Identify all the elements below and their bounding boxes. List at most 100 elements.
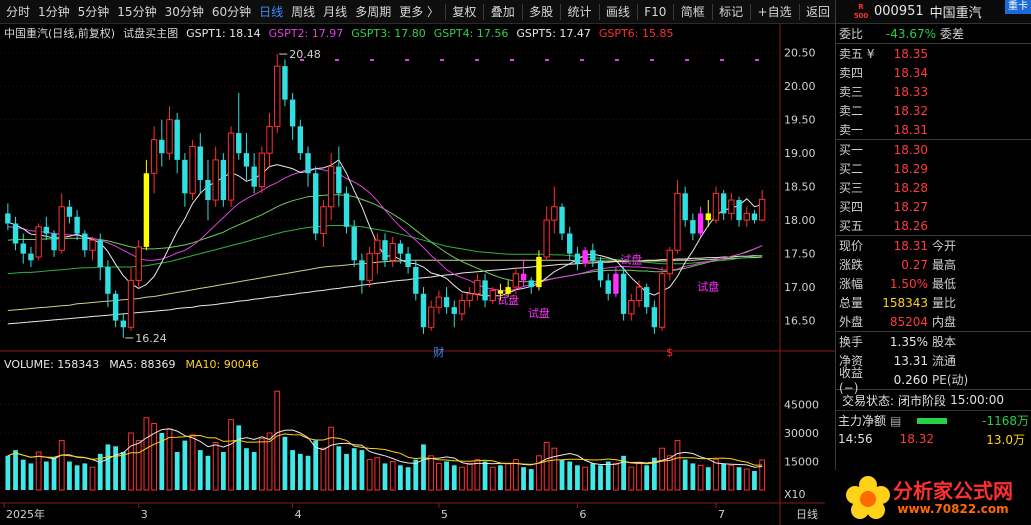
tool-button[interactable]: 统计 — [567, 4, 592, 19]
volume-unit-label: X10 — [784, 488, 806, 501]
bid-row[interactable]: 买一 18.30 — [836, 140, 1031, 159]
ask-row[interactable]: 卖一 18.31 — [836, 120, 1031, 139]
period-tab[interactable]: 周线 — [291, 4, 316, 19]
candle-body — [605, 280, 611, 294]
period-tab[interactable]: 30分钟 — [164, 4, 204, 19]
candle-body — [551, 206, 558, 221]
period-tab[interactable]: 5分钟 — [77, 4, 110, 19]
volume-bar — [512, 459, 519, 491]
tool-button[interactable]: 标记 — [719, 4, 744, 19]
status-label: 交易状态: — [842, 393, 895, 408]
period-tab[interactable]: 分时 — [6, 4, 31, 19]
candle-body — [712, 192, 720, 221]
period-tab[interactable]: 日线 — [259, 4, 284, 19]
divider — [836, 235, 1031, 236]
price-tick-label: 20.00 — [784, 80, 816, 93]
volume-bar — [135, 440, 142, 491]
volume-bar — [89, 466, 96, 491]
rating-badge: R 500 — [850, 1, 872, 23]
period-tab[interactable]: 多周期 — [355, 4, 392, 19]
volume-bar — [605, 461, 611, 490]
gspt-value: GSPT4: 17.56 — [434, 27, 509, 40]
volume-bar — [359, 450, 365, 490]
volume-tick-label: 45000 — [784, 399, 819, 412]
badge-bottom: 500 — [853, 11, 869, 20]
candle-body — [89, 239, 96, 251]
period-tab[interactable]: 更多 〉 — [399, 4, 440, 19]
stat-value: 1.50% — [889, 276, 928, 291]
volume-bar — [344, 453, 349, 490]
candle-body — [628, 299, 635, 315]
candle-body — [343, 193, 350, 227]
volume-bar — [713, 459, 719, 491]
flow-toggle-icon[interactable]: ▤ — [890, 413, 902, 428]
ask-row[interactable]: 卖四 18.34 — [836, 63, 1031, 82]
candle-body — [58, 206, 65, 251]
tool-button[interactable]: F10 — [644, 4, 667, 19]
tool-button[interactable]: 简框 — [680, 4, 705, 19]
ask-price: 18.31 — [893, 122, 928, 137]
volume-bar — [451, 465, 457, 490]
quote-panel: R 500 000951 中国重汽 重卡 委比 -43.67% 委差 卖五 ¥ 18… — [835, 0, 1031, 525]
volume-bar — [182, 440, 188, 490]
volume-bar — [405, 467, 411, 490]
weibi-row: 委比 -43.67% 委差 — [836, 24, 1031, 43]
tool-button[interactable]: 多股 — [529, 4, 554, 19]
bid-list: 买一 18.30 买二 18.29 买三 18.28 买四 18.27 买五 18.26 — [836, 140, 1031, 235]
weicha-label: 委差 — [940, 27, 965, 41]
sector-ribbon[interactable]: 重卡 — [1005, 0, 1031, 14]
candle-body — [82, 233, 88, 251]
period-tab[interactable]: 60分钟 — [211, 4, 252, 19]
period-tab[interactable]: 15分钟 — [117, 4, 157, 19]
tick-time: 14:56 — [838, 432, 873, 446]
bid-row[interactable]: 买四 18.27 — [836, 197, 1031, 216]
volume-bar — [28, 463, 34, 490]
gspt-marker — [580, 59, 584, 61]
candle-body — [374, 239, 381, 255]
period-tab[interactable]: 1分钟 — [38, 4, 70, 19]
candle-body — [543, 219, 550, 258]
volume-bar — [521, 467, 526, 490]
candle-body — [258, 152, 266, 188]
signal-label: 试盘 — [697, 279, 719, 293]
price-tick-label: 19.50 — [784, 114, 816, 127]
volume-bar — [752, 471, 757, 490]
tool-button[interactable]: 画线 — [605, 4, 630, 19]
price-tick-label: 19.00 — [784, 147, 816, 160]
ask-row[interactable]: 卖二 18.32 — [836, 101, 1031, 120]
volume-bar — [498, 465, 503, 490]
volume-bar — [721, 463, 727, 490]
main-flow[interactable]: 主力净额 ▤ -1168万 — [836, 410, 1031, 430]
volume-bar — [35, 451, 42, 491]
candle-body — [166, 119, 173, 154]
volume-bar — [274, 390, 281, 491]
tool-button[interactable]: 返回 — [805, 4, 830, 19]
volume-bar — [236, 425, 242, 490]
bid-row[interactable]: 买三 18.28 — [836, 178, 1031, 197]
status-value: 闭市阶段 — [898, 393, 947, 408]
stock-name[interactable]: 中国重汽 — [929, 6, 982, 21]
bid-row[interactable]: 买二 18.29 — [836, 159, 1031, 178]
candle-body — [405, 253, 411, 267]
gspt-marker — [440, 59, 444, 61]
volume-bar — [244, 448, 249, 490]
tool-button[interactable]: 复权 — [452, 4, 477, 19]
indicator-name: 试盘买主图 — [123, 26, 178, 40]
kline-chart-area[interactable]: 20.50 20.00 19.50 19.00 18.50 18.00 17.50 17.00… — [0, 24, 835, 525]
chart-svg[interactable]: 20.50 20.00 19.50 19.00 18.50 18.00 17.50 17.00… — [0, 24, 835, 525]
ask-row[interactable]: 卖五 ¥ 18.35 — [836, 44, 1031, 63]
period-tab[interactable]: 月线 — [323, 4, 348, 19]
tool-button[interactable]: 叠加 — [490, 4, 515, 19]
bid-row[interactable]: 买五 18.26 — [836, 216, 1031, 235]
candle-body — [743, 212, 750, 221]
volume-bar — [398, 465, 403, 490]
stat-value: 18.31 — [893, 238, 928, 253]
candle-body — [644, 287, 650, 308]
stat-label: 股本 — [932, 335, 957, 349]
ask-row[interactable]: 卖三 18.33 — [836, 82, 1031, 101]
volume-bar — [690, 463, 696, 490]
gspt-marker — [615, 59, 619, 61]
tool-button[interactable]: +自选 — [757, 4, 792, 19]
bid-label: 买三 — [839, 181, 864, 195]
volume-ma10-value: MA10: 90046 — [185, 358, 258, 371]
